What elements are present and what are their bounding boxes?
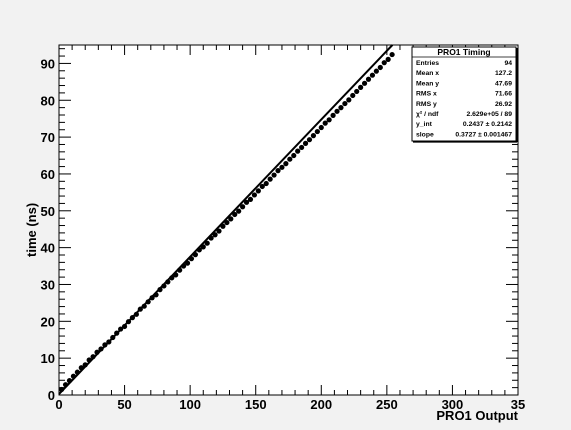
data-point (263, 180, 269, 187)
stats-row-label: Entries (416, 60, 439, 67)
stats-row-value: 0.2437 ± 0.2142 (463, 121, 512, 128)
data-point (389, 51, 395, 58)
data-point (216, 228, 222, 234)
data-point (350, 92, 356, 99)
data-point (302, 140, 309, 146)
x-tick-label: 250 (376, 397, 398, 412)
data-point (361, 80, 368, 86)
stats-row-label: y_int (416, 121, 433, 128)
y-tick-label: 90 (41, 56, 55, 71)
x-tick-label: 100 (179, 397, 201, 412)
x-tick-label: 35 (511, 397, 525, 412)
y-tick-label: 30 (41, 277, 55, 292)
data-point (291, 152, 297, 159)
data-point (255, 188, 261, 194)
stats-row-value: 127.2 (495, 70, 512, 77)
x-tick-label: 0 (55, 397, 62, 412)
stats-row-label: χ² / ndf (416, 111, 439, 118)
stats-row-value: 94 (504, 60, 512, 67)
plot-frame (58, 44, 519, 396)
data-point (318, 124, 324, 131)
data-point (243, 199, 250, 205)
data-point (358, 84, 364, 90)
stats-row-value: 26.92 (495, 101, 512, 108)
data-point (299, 144, 305, 151)
y-tick-label: 60 (41, 167, 55, 182)
fit-line-layer (58, 44, 394, 395)
data-point (287, 156, 293, 162)
stats-row-value: 0.3727 ± 0.001467 (455, 131, 512, 138)
y-tick-label: 0 (48, 388, 55, 403)
stats-row-value: 71.66 (495, 91, 512, 98)
y-tick-label: 40 (41, 241, 55, 256)
data-point (354, 88, 360, 95)
data-point (295, 148, 301, 154)
data-point (228, 216, 234, 222)
data-point (338, 105, 344, 111)
data-point (204, 240, 210, 246)
data-point (310, 133, 317, 139)
data-point (314, 128, 320, 135)
stats-box: PRO1 Timing Entries 94 Mean x 127.2 Mean y 47… (411, 46, 518, 143)
stats-row-value: 2.629e+05 / 89 (466, 111, 512, 118)
x-tick-label: 50 (117, 397, 131, 412)
y-tick-label: 80 (41, 93, 55, 108)
data-point (232, 211, 238, 218)
data-point (247, 196, 254, 202)
data-point (283, 161, 289, 167)
stats-row-label: Mean x (416, 70, 439, 77)
data-point (306, 137, 313, 143)
data-point (279, 164, 285, 170)
stats-row-label: RMS x (416, 91, 437, 98)
data-point (251, 192, 258, 198)
y-axis-ticks: 0 10 20 30 40 50 60 70 80 90 (41, 48, 518, 403)
y-tick-label: 50 (41, 204, 55, 219)
data-point (271, 172, 277, 178)
data-point (346, 97, 352, 103)
stats-row-value: 47.69 (495, 80, 512, 87)
data-point (330, 112, 336, 118)
x-tick-label: 300 (442, 397, 464, 412)
data-point (267, 176, 273, 182)
stats-row-label: Mean y (416, 80, 439, 87)
y-axis-title: time (ns) (24, 203, 39, 257)
stats-box-title: PRO1 Timing (437, 47, 490, 57)
stats-box-frame (411, 46, 517, 142)
stats-row-label: slope (416, 131, 434, 138)
data-point (275, 168, 281, 174)
fit-line (58, 44, 394, 395)
y-tick-label: 20 (41, 314, 55, 329)
data-point (322, 120, 328, 126)
data-point (377, 64, 383, 71)
data-point (381, 60, 387, 66)
data-point (385, 56, 391, 62)
data-point (240, 204, 246, 210)
x-tick-label: 150 (245, 397, 267, 412)
stats-rows: Entries 94 Mean x 127.2 Mean y 47.69 RMS x 71.6… (416, 60, 512, 138)
x-tick-label: 200 (310, 397, 332, 412)
data-point (373, 68, 379, 74)
stats-row-label: RMS y (416, 101, 437, 108)
data-point (224, 219, 230, 226)
data-point (236, 208, 242, 214)
data-point (365, 76, 372, 82)
y-tick-label: 10 (41, 351, 55, 366)
y-tick-label: 70 (41, 130, 55, 145)
data-point (326, 117, 332, 123)
data-point (259, 183, 265, 190)
data-point (342, 100, 348, 107)
data-point (334, 108, 340, 114)
data-point (369, 72, 376, 78)
x-axis-title: PRO1 Output (436, 408, 518, 423)
